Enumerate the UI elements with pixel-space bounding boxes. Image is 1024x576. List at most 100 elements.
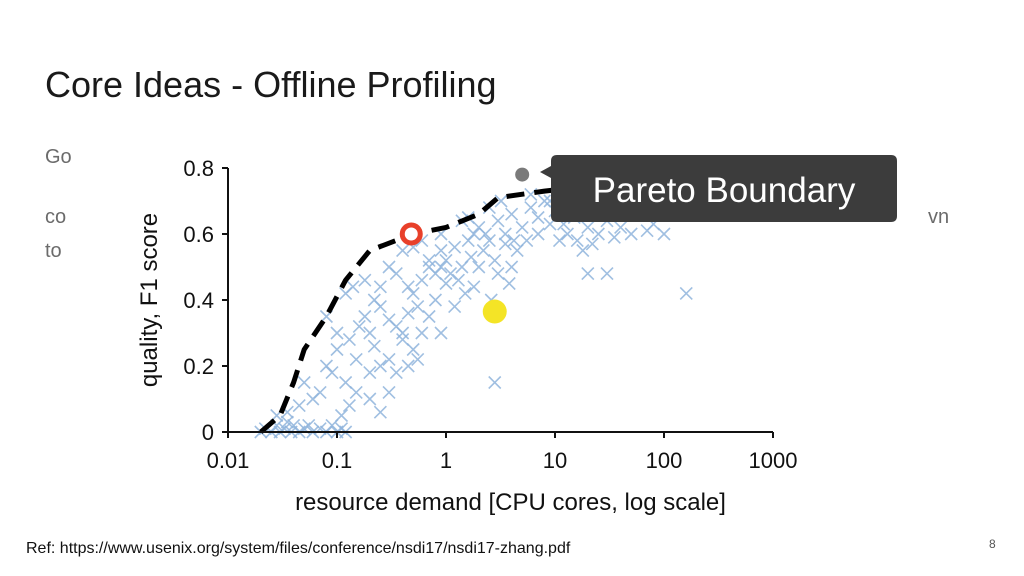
scatter-point (358, 309, 372, 324)
scatter-point (491, 214, 505, 228)
scatter-point (339, 375, 353, 390)
scatter-point (607, 230, 621, 244)
scatter-point (352, 319, 366, 333)
highlight-gray-point (515, 167, 530, 182)
hidden-text-fragment: vn (928, 206, 950, 228)
scatter-point (434, 243, 448, 258)
scatter-point (434, 326, 448, 340)
scatter-point (498, 227, 512, 241)
x-tick-label: 1000 (749, 448, 798, 473)
scatter-point (448, 240, 462, 254)
hidden-text-fragment: co (45, 206, 67, 228)
scatter-point (552, 234, 567, 248)
hidden-text-fragment: to (45, 240, 62, 262)
scatter-point (581, 220, 595, 234)
scatter-point (422, 253, 436, 267)
y-tick-label: 0 (202, 420, 214, 445)
scatter-point (292, 399, 306, 413)
scatter-point (342, 399, 356, 413)
x-tick-label: 1 (440, 448, 452, 473)
scatter-point (478, 227, 492, 241)
scatter-point (537, 194, 552, 208)
scatter-point (389, 267, 403, 281)
x-tick-label: 100 (646, 448, 683, 473)
highlight-yellow-point (482, 299, 507, 324)
pareto-scatter-chart: 0 0.2 0.4 0.6 0.8 0.01 0.1 1 10 100 1000 resource d… (136, 155, 897, 516)
scatter-point (507, 234, 521, 248)
scatter-point (491, 267, 505, 281)
scatter-point (494, 194, 508, 208)
scatter-point (339, 286, 353, 300)
scatter-point (467, 280, 481, 294)
scatter-point (373, 300, 387, 314)
scatter-point (482, 234, 496, 248)
scatter-point (458, 286, 472, 300)
scatter-point (302, 418, 316, 432)
scatter-point (396, 326, 410, 340)
y-tick-label: 0.4 (183, 288, 214, 313)
scatter-point (389, 366, 403, 380)
scatter-point (570, 234, 584, 248)
scatter-point (406, 286, 420, 300)
y-tick-label: 0.6 (183, 222, 214, 247)
scatter-point (657, 227, 671, 241)
scatter-point (505, 207, 519, 221)
scatter-point (614, 220, 628, 234)
scatter-point (415, 326, 429, 340)
scatter-point (358, 273, 372, 287)
scatter-point (411, 352, 425, 366)
page-number: 8 (989, 537, 996, 551)
scatter-point (297, 375, 311, 390)
scatter-point (434, 260, 448, 274)
scatter-point (334, 408, 349, 423)
scatter-point (476, 243, 490, 258)
scatter-point (679, 286, 693, 300)
scatter-point (349, 385, 363, 399)
scatter-point (401, 306, 415, 320)
x-tick-label: 10 (543, 448, 567, 473)
scatter-point (330, 326, 344, 340)
reference-text: Ref: https://www.usenix.org/system/files… (26, 540, 571, 557)
scatter-point (439, 253, 453, 267)
scatter-point (325, 366, 339, 380)
x-tick-label: 0.01 (207, 448, 250, 473)
scatter-point (591, 227, 605, 241)
callout-box (540, 155, 897, 222)
scatter-point (505, 260, 519, 274)
pareto-boundary-line (259, 185, 575, 434)
scatter-point (330, 342, 344, 357)
scatter-point (373, 405, 387, 419)
scatter-point (373, 280, 387, 294)
scatter-point (373, 359, 387, 373)
scatter-point (640, 224, 654, 238)
scatter-point (422, 309, 436, 324)
scatter-point (396, 333, 410, 347)
scatter-point (313, 385, 327, 399)
scatter-point (560, 227, 574, 241)
scatter-point (472, 260, 486, 274)
scatter-point (363, 366, 377, 380)
scatter-point (411, 300, 425, 314)
slide-title: Core Ideas - Offline Profiling (45, 64, 497, 105)
scatter-point (406, 342, 420, 357)
scatter-point (363, 392, 377, 406)
scatter-point (624, 227, 638, 241)
scatter-point (531, 227, 545, 241)
scatter-point (520, 234, 534, 248)
scatter-point (448, 300, 462, 314)
scatter-point (467, 227, 481, 241)
scatter-point (488, 253, 502, 267)
scatter-point (488, 375, 502, 390)
scatter-point (581, 267, 595, 281)
scatter-point (415, 273, 429, 287)
scatter-point (342, 333, 356, 347)
y-tick-label: 0.2 (183, 354, 214, 379)
scatter-point (502, 276, 516, 291)
scatter-point (363, 326, 377, 340)
scatter-point (367, 339, 381, 353)
scatter-point (600, 267, 614, 281)
scatter-point (401, 280, 415, 294)
scatter-point (515, 220, 529, 234)
scatter-point (349, 352, 363, 366)
scatter-point (524, 201, 538, 215)
